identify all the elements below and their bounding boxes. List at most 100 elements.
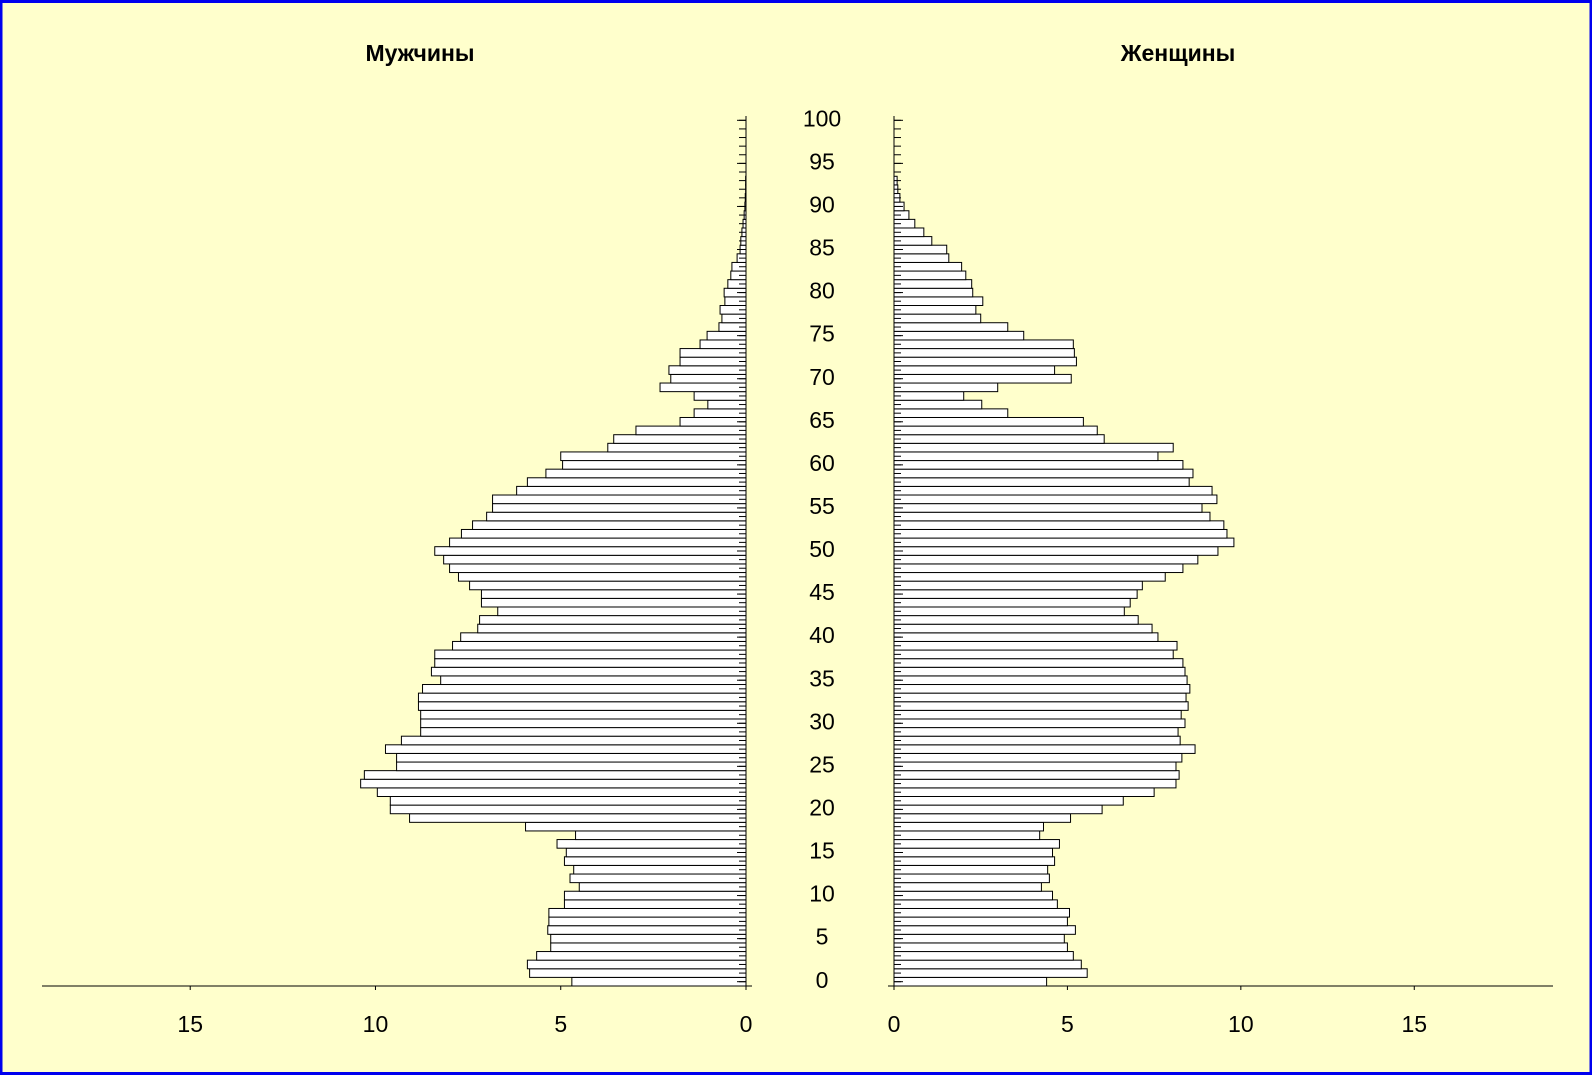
bar xyxy=(659,382,747,393)
bar xyxy=(693,408,747,418)
bar xyxy=(893,606,1125,617)
bar xyxy=(893,658,1184,668)
bar xyxy=(516,485,747,496)
bar xyxy=(893,451,1159,462)
bar xyxy=(893,899,1058,909)
bar xyxy=(563,856,747,866)
y-tick-label: 45 xyxy=(809,579,835,605)
bar xyxy=(563,890,747,901)
bar xyxy=(529,968,747,978)
bar xyxy=(893,305,977,315)
bar xyxy=(480,589,747,599)
bar xyxy=(893,925,1076,935)
y-tick-label: 40 xyxy=(809,622,835,648)
bar xyxy=(526,959,747,970)
bar xyxy=(893,391,965,401)
bar xyxy=(893,942,1068,953)
bar xyxy=(420,709,747,720)
bar xyxy=(693,391,747,401)
y-tick-label: 100 xyxy=(803,105,841,131)
bar xyxy=(893,270,967,281)
chart-title: Женщины xyxy=(1120,40,1236,66)
bar xyxy=(893,864,1049,875)
bar xyxy=(668,365,747,375)
bar xyxy=(443,554,747,565)
bar xyxy=(893,580,1143,591)
bar xyxy=(396,761,747,772)
bar xyxy=(422,684,747,694)
bar xyxy=(893,933,1065,944)
bar xyxy=(893,821,1044,832)
bar xyxy=(480,597,747,608)
bar xyxy=(893,804,1103,815)
bar xyxy=(679,348,747,358)
bar xyxy=(893,434,1105,444)
bar xyxy=(893,494,1218,505)
bar xyxy=(452,640,747,651)
y-tick-label: 20 xyxy=(809,794,835,820)
bar xyxy=(893,873,1050,884)
bar xyxy=(893,330,1025,341)
bar xyxy=(548,907,747,918)
bar xyxy=(893,528,1228,539)
bar xyxy=(486,511,747,522)
bar xyxy=(417,701,747,711)
bar xyxy=(893,701,1189,711)
bar xyxy=(893,477,1190,487)
bar xyxy=(492,503,747,513)
bar xyxy=(376,787,747,797)
bar xyxy=(449,563,747,574)
bar xyxy=(893,778,1177,789)
bar xyxy=(536,951,747,961)
bar xyxy=(893,511,1211,522)
bar xyxy=(893,382,999,393)
bar xyxy=(440,675,747,686)
y-tick-label: 0 xyxy=(816,967,829,993)
bar xyxy=(893,684,1191,694)
bar xyxy=(893,744,1196,754)
bar xyxy=(893,485,1213,496)
bar xyxy=(679,356,747,367)
bar xyxy=(893,373,1072,384)
bar xyxy=(893,348,1075,358)
bar xyxy=(526,477,747,487)
bar xyxy=(893,787,1155,797)
bar xyxy=(893,589,1138,599)
x-tick-label: 15 xyxy=(1401,1011,1427,1037)
bar xyxy=(893,356,1077,367)
y-tick-label: 70 xyxy=(809,364,835,390)
bar xyxy=(400,735,747,746)
bar xyxy=(893,727,1179,737)
bar xyxy=(550,942,747,953)
bar xyxy=(893,907,1071,918)
bar xyxy=(573,864,747,875)
bar xyxy=(469,580,747,591)
bar xyxy=(525,821,747,832)
bar xyxy=(569,873,747,884)
bar xyxy=(562,460,747,470)
y-tick-label: 35 xyxy=(809,665,835,691)
y-tick-label: 30 xyxy=(809,708,835,734)
bar xyxy=(893,572,1166,582)
bar xyxy=(360,778,747,789)
bar xyxy=(893,916,1068,927)
y-tick-label: 65 xyxy=(809,407,835,433)
bar xyxy=(893,546,1219,556)
bar xyxy=(560,451,747,462)
bar xyxy=(492,494,747,505)
bar xyxy=(565,847,747,858)
bar xyxy=(420,718,747,729)
bar xyxy=(457,572,747,582)
bar xyxy=(893,675,1188,686)
bar xyxy=(893,399,983,410)
bar xyxy=(893,279,973,289)
bar xyxy=(893,847,1054,858)
x-tick-label: 10 xyxy=(363,1011,389,1037)
bar xyxy=(497,606,747,617)
bar xyxy=(635,425,747,436)
bar xyxy=(893,322,1009,332)
bar xyxy=(893,951,1074,961)
bar xyxy=(434,546,747,556)
